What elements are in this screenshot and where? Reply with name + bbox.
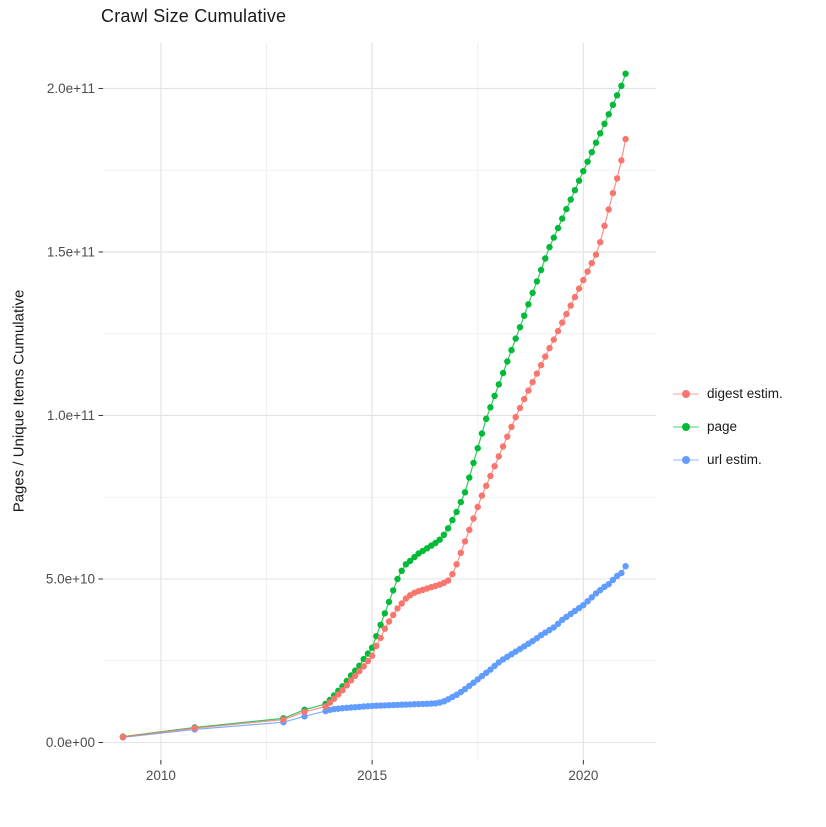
legend-item-url-estim: url estim.	[672, 443, 783, 476]
y-tick-label: 1.0e+11	[47, 408, 95, 423]
gridlines-minor	[103, 43, 656, 760]
legend-label-url-estim: url estim.	[707, 452, 762, 467]
x-tick-label: 2020	[568, 768, 598, 783]
series-page	[119, 70, 629, 740]
legend-item-digest-estim: digest estim.	[672, 377, 783, 410]
legend-label-page: page	[707, 419, 738, 434]
x-tick-label: 2010	[146, 768, 176, 783]
legend-key-url-icon	[673, 455, 699, 464]
legend-key-page-icon	[673, 422, 699, 431]
series-digest-estim	[119, 135, 629, 741]
gridlines-major	[103, 43, 656, 760]
legend-key-digest-icon	[673, 389, 699, 398]
y-tick-label: 5.0e+10	[46, 571, 95, 586]
y-tick-label: 1.5e+11	[47, 244, 95, 259]
x-tick-label: 2015	[357, 768, 387, 783]
y-tick-label: 0.0e+00	[46, 735, 95, 750]
legend: digest estim. page url estim.	[672, 377, 783, 476]
chart-title: Crawl Size Cumulative	[101, 6, 287, 26]
y-tick-label: 2.0e+11	[47, 81, 95, 96]
legend-item-page: page	[672, 410, 783, 443]
axis-ticks: 2010 2015 2020 0.0e+00 5.0e+10 1.0e+11 1.5e+11…	[46, 81, 599, 783]
legend-label-digest-estim: digest estim.	[707, 386, 783, 401]
